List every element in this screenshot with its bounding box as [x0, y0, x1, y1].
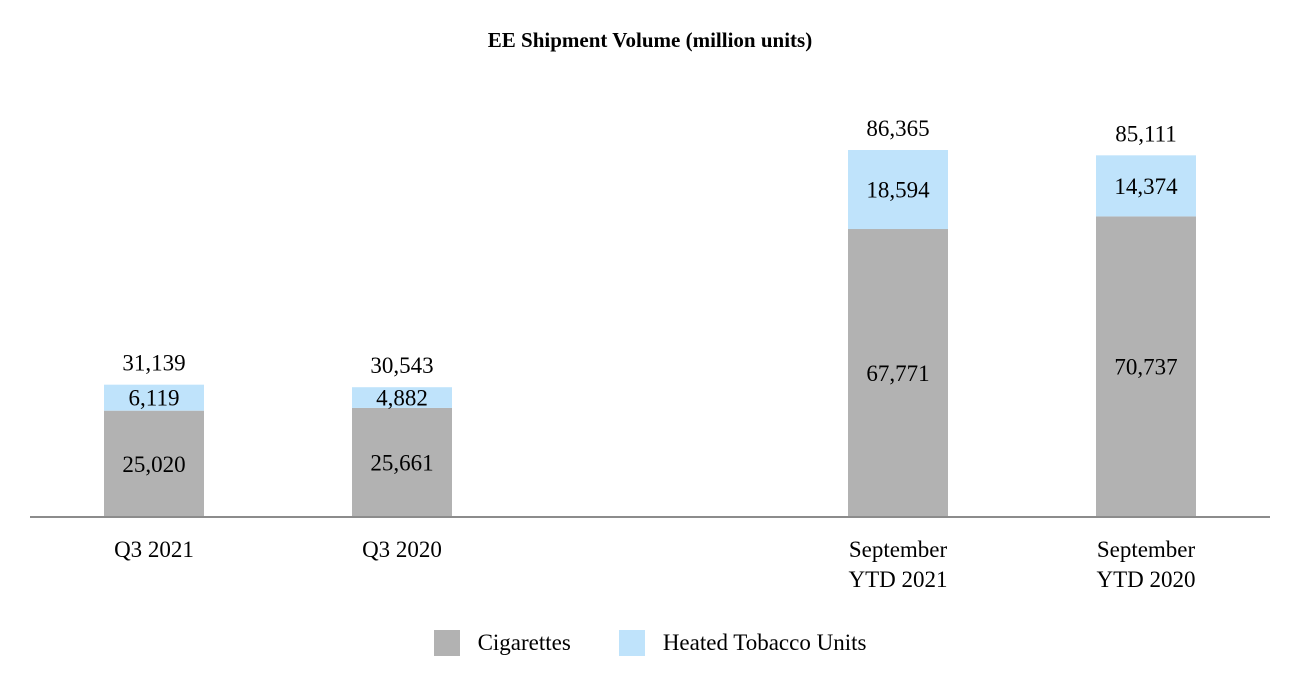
data-label-heated-tobacco-units: 18,594 [866, 178, 930, 203]
bar-segment-heated-tobacco-units [104, 384, 204, 411]
data-label-cigarettes: 67,771 [866, 361, 929, 386]
chart-legend: Cigarettes Heated Tobacco Units [0, 630, 1300, 656]
total-label: 31,139 [122, 351, 185, 376]
category-tick-label: September [849, 537, 948, 562]
category-tick-label: September [1097, 537, 1196, 562]
total-label: 86,365 [866, 116, 929, 141]
bar-segment-cigarettes [352, 407, 452, 517]
bar-segment-cigarettes [1096, 216, 1196, 517]
chart-title: EE Shipment Volume (million units) [487, 28, 813, 52]
total-label: 30,543 [370, 353, 433, 378]
data-label-heated-tobacco-units: 4,882 [376, 386, 428, 411]
bar-segment-heated-tobacco-units [1096, 155, 1196, 217]
data-label-heated-tobacco-units: 14,374 [1114, 174, 1178, 199]
legend-item-heated-tobacco-units: Heated Tobacco Units [618, 630, 867, 656]
category-tick-label: YTD 2021 [848, 567, 947, 592]
bar-segment-cigarettes [848, 229, 948, 517]
legend-label-heated-tobacco-units: Heated Tobacco Units [662, 630, 867, 655]
bar-segment-cigarettes [104, 410, 204, 517]
data-label-heated-tobacco-units: 6,119 [129, 386, 180, 411]
data-label-cigarettes: 25,661 [370, 450, 433, 475]
legend-swatch-heated-tobacco-units [618, 630, 645, 656]
bar-segment-heated-tobacco-units [848, 150, 948, 230]
category-tick-label: YTD 2020 [1096, 567, 1195, 592]
legend-item-cigarettes: Cigarettes [433, 630, 571, 656]
data-label-cigarettes: 70,737 [1114, 355, 1177, 380]
total-label: 85,111 [1115, 121, 1177, 146]
category-tick-label: Q3 2020 [362, 537, 442, 562]
bar-segment-heated-tobacco-units [352, 387, 452, 408]
legend-swatch-cigarettes [433, 630, 460, 656]
data-label-cigarettes: 25,020 [122, 452, 185, 477]
legend-label-cigarettes: Cigarettes [477, 630, 571, 655]
category-tick-label: Q3 2021 [114, 537, 194, 562]
